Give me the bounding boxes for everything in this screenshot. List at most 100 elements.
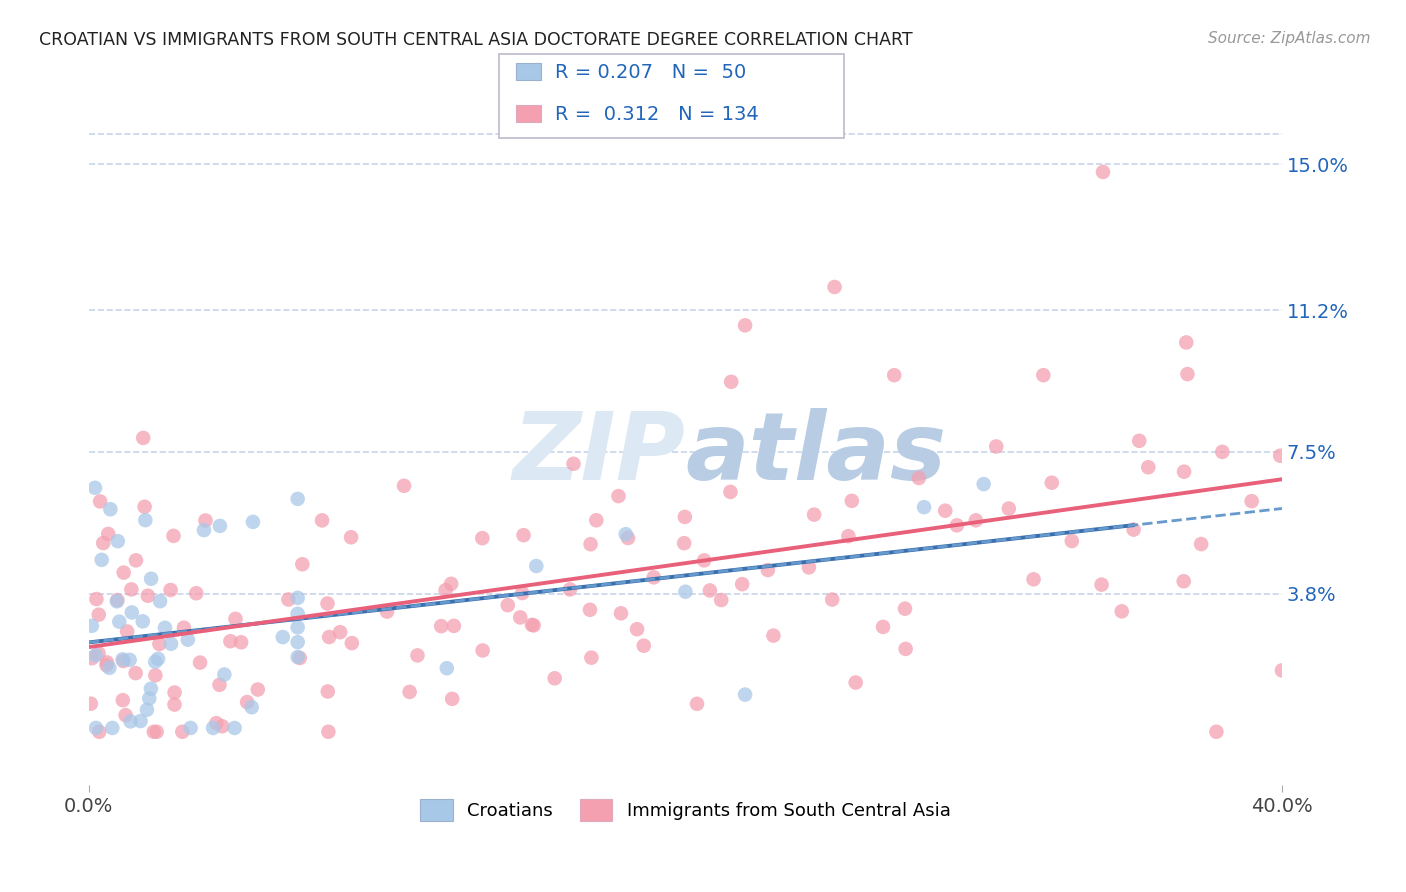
Point [406, 648, 429, 663]
Point [173, 621, 195, 635]
Point [430, 619, 453, 633]
Point [107, 593, 129, 607]
Point [134, 500, 156, 514]
Point [1111, 604, 1133, 618]
Point [211, 719, 233, 733]
Point [329, 625, 352, 640]
Point [101, 721, 124, 735]
Point [762, 629, 785, 643]
Point [149, 594, 172, 608]
Point [224, 612, 246, 626]
Point [585, 513, 607, 527]
Point [288, 651, 311, 665]
Point [1137, 460, 1160, 475]
Point [626, 622, 648, 636]
Point [720, 375, 742, 389]
Point [287, 491, 309, 506]
Point [579, 603, 602, 617]
Point [100, 502, 122, 516]
Point [986, 440, 1008, 454]
Point [143, 655, 166, 669]
Point [1040, 475, 1063, 490]
Point [287, 650, 309, 665]
Point [883, 368, 905, 383]
Point [912, 500, 935, 515]
Point [443, 619, 465, 633]
Point [471, 531, 494, 545]
Point [86, 592, 108, 607]
Point [287, 607, 309, 621]
Point [392, 479, 415, 493]
Point [291, 558, 314, 572]
Point [115, 624, 138, 639]
Point [544, 671, 567, 685]
Point [398, 685, 420, 699]
Point [89, 494, 111, 508]
Point [693, 553, 716, 567]
Point [277, 592, 299, 607]
Point [1022, 572, 1045, 586]
Point [129, 714, 152, 728]
Point [202, 721, 225, 735]
Point [908, 471, 931, 485]
Point [159, 582, 181, 597]
Point [617, 531, 640, 545]
Point [973, 477, 995, 491]
Point [731, 577, 754, 591]
Point [111, 693, 134, 707]
Point [710, 593, 733, 607]
Point [80, 619, 103, 633]
Point [614, 527, 637, 541]
Text: R =  0.312   N = 134: R = 0.312 N = 134 [555, 104, 759, 124]
Point [894, 641, 917, 656]
Point [441, 691, 464, 706]
Point [558, 582, 581, 597]
Point [146, 652, 169, 666]
Point [997, 501, 1019, 516]
Point [240, 700, 263, 714]
Point [163, 698, 186, 712]
Point [219, 634, 242, 648]
Point [287, 635, 309, 649]
Point [1211, 445, 1233, 459]
Point [675, 584, 697, 599]
Point [205, 716, 228, 731]
Point [153, 621, 176, 635]
Point [121, 606, 143, 620]
Point [98, 661, 121, 675]
Point [97, 527, 120, 541]
Point [311, 513, 333, 527]
Point [80, 697, 103, 711]
Point [87, 607, 110, 622]
Point [496, 598, 519, 612]
Point [160, 637, 183, 651]
Point [118, 653, 141, 667]
Point [673, 510, 696, 524]
Point [84, 648, 107, 663]
Text: CROATIAN VS IMMIGRANTS FROM SOUTH CENTRAL ASIA DOCTORATE DEGREE CORRELATION CHAR: CROATIAN VS IMMIGRANTS FROM SOUTH CENTRA… [39, 31, 912, 49]
Point [96, 658, 118, 673]
Point [720, 484, 742, 499]
Point [734, 318, 756, 333]
Point [434, 583, 457, 598]
Point [105, 594, 128, 608]
Point [80, 651, 103, 665]
Point [581, 650, 603, 665]
Point [510, 586, 533, 600]
Point [236, 695, 259, 709]
Point [271, 630, 294, 644]
Point [340, 636, 363, 650]
Point [148, 637, 170, 651]
Point [946, 518, 969, 533]
Point [107, 534, 129, 549]
Point [894, 601, 917, 615]
Point [84, 721, 107, 735]
Point [124, 666, 146, 681]
Point [96, 656, 118, 670]
Point [114, 708, 136, 723]
Point [246, 682, 269, 697]
Point [797, 560, 820, 574]
Point [610, 607, 633, 621]
Point [112, 654, 135, 668]
Point [188, 656, 211, 670]
